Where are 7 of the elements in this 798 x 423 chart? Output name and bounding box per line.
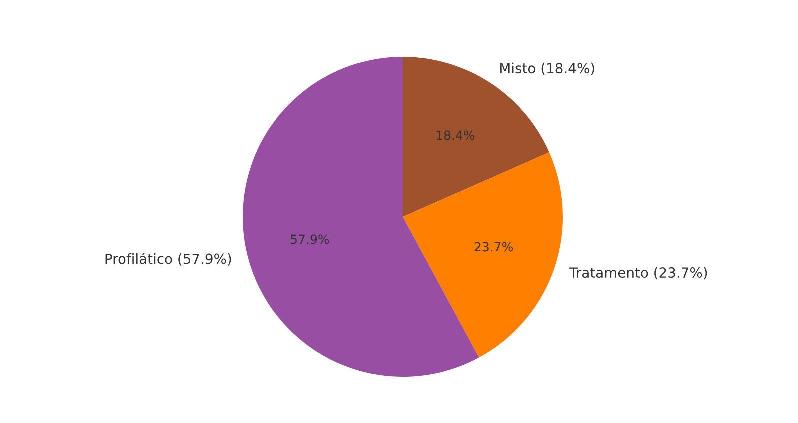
pie-slice [403,152,563,358]
slice-label: Misto (18.4%) [500,62,594,76]
slice-label: Tratamento (23.7%) [569,267,708,280]
slice-label: Profilático (57.9%) [106,252,232,266]
data-label: 23.7% [474,242,513,252]
data-label: 18.4% [436,130,475,140]
data-label: 57.9% [291,234,330,244]
